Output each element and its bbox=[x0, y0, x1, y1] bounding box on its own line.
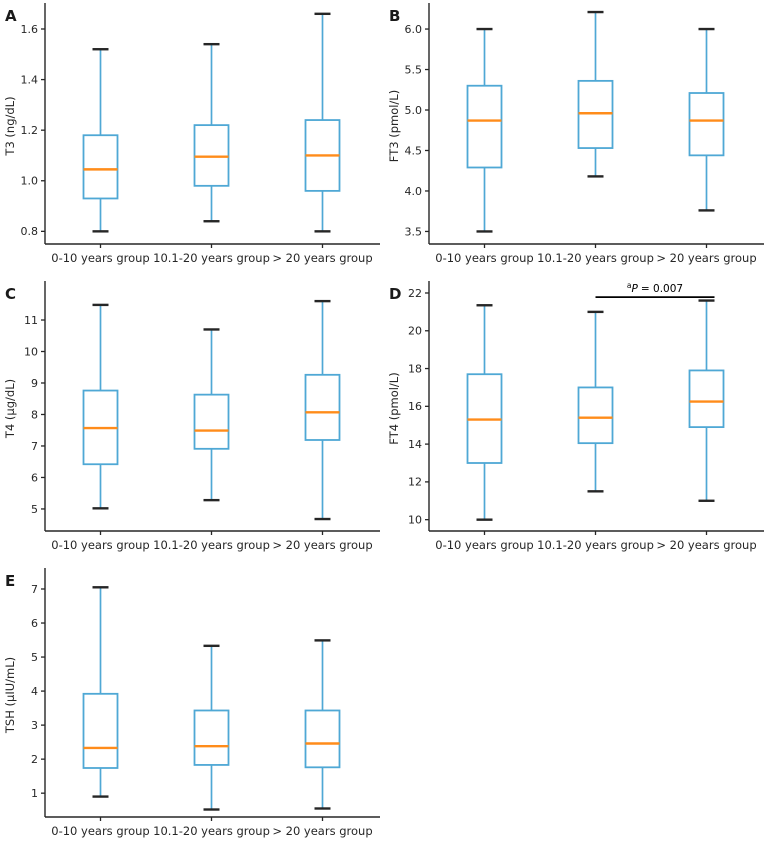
iqr-box bbox=[304, 709, 341, 769]
significance-label: aP = 0.007 bbox=[627, 281, 683, 295]
y-tick-label: 18 bbox=[408, 362, 422, 375]
panel-letter: E bbox=[5, 572, 15, 590]
y-axis-label: T4 (μg/dL) bbox=[3, 379, 17, 439]
x-tick-label: 0-10 years group bbox=[435, 251, 533, 265]
iqr-box bbox=[466, 84, 503, 169]
x-tick-label: 10.1-20 years group bbox=[153, 538, 270, 552]
x-tick-label: > 20 years group bbox=[272, 251, 372, 265]
x-tick-label: 10.1-20 years group bbox=[537, 251, 654, 265]
y-tick-label: 6 bbox=[31, 617, 38, 630]
x-tick-label: 10.1-20 years group bbox=[153, 251, 270, 265]
panel-D: 10 12 14 16 18 20 22 FT4 (pmol/L) D 0-10 years gr… bbox=[384, 278, 768, 565]
panel-A: 0.8 1.0 1.2 1.4 1.6 T3 (ng/dL) A 0-10 years gro… bbox=[0, 0, 384, 278]
y-tick-label: 7 bbox=[31, 583, 38, 596]
boxplot-chart-E: 1 2 3 4 5 6 7 TSH (μIU/mL) E 0-10 years group 10.1… bbox=[3, 568, 380, 838]
y-tick-label: 5 bbox=[31, 651, 38, 664]
y-tick-label: 12 bbox=[408, 476, 422, 489]
y-tick-label: 1.2 bbox=[21, 124, 39, 137]
y-tick-label: 4.5 bbox=[405, 144, 423, 157]
iqr-box bbox=[193, 124, 230, 187]
x-tick-label: > 20 years group bbox=[272, 538, 372, 552]
iqr-box bbox=[193, 393, 230, 450]
y-axis-label: FT4 (pmol/L) bbox=[387, 372, 401, 444]
y-tick-label: 6.0 bbox=[405, 23, 423, 36]
boxplot-chart-C: 5 6 7 8 9 10 11 T4 (μg/dL) C 0-10 years group 10.1… bbox=[3, 281, 380, 552]
y-tick-label: 9 bbox=[31, 377, 38, 390]
panel-E: 1 2 3 4 5 6 7 TSH (μIU/mL) E 0-10 years group 10.1… bbox=[0, 565, 384, 851]
y-tick-label: 0.8 bbox=[21, 225, 39, 238]
y-axis-label: FT3 (pmol/L) bbox=[387, 90, 401, 162]
boxplot-chart-B: 3.5 4.0 4.5 5.0 5.5 6.0 FT3 (pmol/L) B 0-10 year… bbox=[387, 3, 764, 265]
y-tick-label: 4.0 bbox=[405, 185, 423, 198]
y-tick-label: 6 bbox=[31, 471, 38, 484]
y-tick-label: 8 bbox=[31, 408, 38, 421]
y-tick-label: 22 bbox=[408, 287, 422, 300]
x-tick-label: 0-10 years group bbox=[51, 824, 149, 838]
panel-C: 5 6 7 8 9 10 11 T4 (μg/dL) C 0-10 years group 10.1… bbox=[0, 278, 384, 565]
y-tick-label: 1.6 bbox=[21, 23, 39, 36]
x-tick-label: > 20 years group bbox=[656, 251, 756, 265]
x-tick-label: > 20 years group bbox=[656, 538, 756, 552]
y-axis-label: TSH (μIU/mL) bbox=[3, 657, 17, 734]
iqr-box bbox=[193, 709, 230, 766]
iqr-box bbox=[304, 373, 341, 441]
y-tick-label: 5.0 bbox=[405, 104, 423, 117]
panel-letter: B bbox=[389, 7, 400, 25]
iqr-box bbox=[577, 79, 614, 149]
x-tick-label: 10.1-20 years group bbox=[537, 538, 654, 552]
panel-letter: C bbox=[5, 285, 16, 303]
y-tick-label: 11 bbox=[24, 314, 38, 327]
boxplot-chart-D: 10 12 14 16 18 20 22 FT4 (pmol/L) D 0-10 years gr… bbox=[387, 281, 764, 552]
y-tick-label: 2 bbox=[31, 753, 38, 766]
x-tick-label: 0-10 years group bbox=[435, 538, 533, 552]
y-tick-label: 10 bbox=[24, 345, 38, 358]
x-tick-label: 0-10 years group bbox=[51, 251, 149, 265]
boxplot-chart-A: 0.8 1.0 1.2 1.4 1.6 T3 (ng/dL) A 0-10 years gro… bbox=[3, 3, 380, 265]
y-tick-label: 1.0 bbox=[21, 175, 39, 188]
iqr-box bbox=[688, 369, 725, 429]
panel-letter: A bbox=[5, 7, 17, 25]
y-tick-label: 20 bbox=[408, 325, 422, 338]
x-tick-label: 0-10 years group bbox=[51, 538, 149, 552]
y-tick-label: 16 bbox=[408, 400, 422, 413]
y-axis-label: T3 (ng/dL) bbox=[3, 96, 17, 156]
x-tick-label: > 20 years group bbox=[272, 824, 372, 838]
y-tick-label: 1.4 bbox=[21, 73, 39, 86]
y-tick-label: 5.5 bbox=[405, 63, 423, 76]
x-tick-label: 10.1-20 years group bbox=[153, 824, 270, 838]
iqr-box bbox=[577, 386, 614, 445]
y-tick-label: 10 bbox=[408, 514, 422, 527]
iqr-box bbox=[82, 692, 119, 769]
y-tick-label: 4 bbox=[31, 685, 38, 698]
panel-letter: D bbox=[389, 285, 401, 303]
panel-B: 3.5 4.0 4.5 5.0 5.5 6.0 FT3 (pmol/L) B 0-10 year… bbox=[384, 0, 768, 278]
iqr-box bbox=[688, 92, 725, 157]
y-tick-label: 3 bbox=[31, 719, 38, 732]
iqr-box bbox=[82, 134, 119, 200]
y-tick-label: 3.5 bbox=[405, 225, 423, 238]
y-tick-label: 7 bbox=[31, 440, 38, 453]
y-tick-label: 14 bbox=[408, 438, 422, 451]
y-tick-label: 5 bbox=[31, 503, 38, 516]
y-tick-label: 1 bbox=[31, 787, 38, 800]
